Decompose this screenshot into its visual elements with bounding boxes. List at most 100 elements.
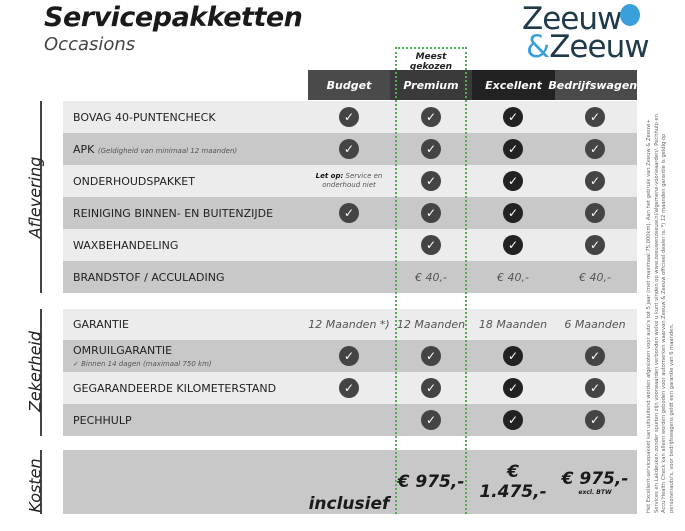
check-icon: ✓ bbox=[421, 235, 441, 255]
table-row: GEGARANDEERDE KILOMETERSTAND ✓ ✓ ✓ ✓ bbox=[63, 372, 637, 404]
cell-excellent: ✓ bbox=[472, 404, 554, 436]
table-row: GARANTIE 12 Maanden *) 12 Maanden 18 Maande… bbox=[63, 309, 637, 340]
footnote: Het Excellent-servicepakket kan uitsluit… bbox=[646, 114, 675, 513]
check-icon: ✓ bbox=[585, 171, 605, 191]
section-label-aflevering: Aflevering bbox=[25, 156, 45, 239]
cell-bedrijfswagens: 6 Maanden bbox=[554, 309, 636, 340]
row-label-text: BRANDSTOF / ACCULADING bbox=[73, 270, 225, 284]
cell-excellent: ✓ bbox=[472, 372, 554, 404]
logo-z-icon bbox=[620, 4, 640, 26]
check-icon: ✓ bbox=[503, 107, 523, 127]
check-icon: ✓ bbox=[585, 235, 605, 255]
cell-budget bbox=[308, 404, 390, 436]
column-header-bedrijfswagens: Bedrijfswagens bbox=[548, 70, 644, 100]
most-chosen-label: Meest gekozen bbox=[409, 52, 453, 72]
check-icon: ✓ bbox=[421, 410, 441, 430]
check-icon: ✓ bbox=[421, 171, 441, 191]
section-divider bbox=[40, 101, 42, 293]
cell-bedrijfswagens: ✓ bbox=[554, 229, 636, 261]
section-divider bbox=[40, 450, 42, 514]
check-icon: ✓ bbox=[585, 203, 605, 223]
check-icon: ✓ bbox=[339, 378, 359, 398]
cell-value: 12 Maanden bbox=[396, 318, 466, 331]
cell-excellent: ✓ bbox=[472, 340, 554, 372]
cell-excellent: ✓ bbox=[472, 165, 554, 197]
cell-premium: ✓ bbox=[390, 229, 472, 261]
cell-value: € 40,- bbox=[497, 270, 529, 284]
check-icon: ✓ bbox=[339, 107, 359, 127]
cell-bedrijfswagens: ✓ bbox=[554, 133, 636, 165]
table-row: ONDERHOUDSPAKKET Let op: Service en onder… bbox=[63, 165, 637, 197]
check-icon: ✓ bbox=[503, 235, 523, 255]
table-row: inclusief € 975,- € 1.475,- € 975,- excl. BT… bbox=[63, 450, 637, 514]
table-row: APK (Geldigheid van minimaal 12 maanden)… bbox=[63, 133, 637, 165]
logo: Zeeuw &Zeeuw bbox=[520, 1, 650, 64]
cell-budget: ✓ bbox=[308, 372, 390, 404]
check-icon: ✓ bbox=[421, 346, 441, 366]
check-icon: ✓ bbox=[421, 203, 441, 223]
row-label-text: PECHHULP bbox=[73, 413, 132, 427]
column-header-premium: Premium bbox=[390, 70, 472, 100]
cell-value: inclusief bbox=[308, 494, 390, 514]
cell-value: € 975,- bbox=[561, 468, 629, 489]
check-icon: ✓ bbox=[421, 378, 441, 398]
cell-bedrijfswagens: ✓ bbox=[554, 404, 636, 436]
cell-premium: ✓ bbox=[390, 197, 472, 229]
check-icon: ✓ bbox=[503, 139, 523, 159]
row-label: WAXBEHANDELING bbox=[63, 239, 308, 252]
cell-premium: ✓ bbox=[390, 404, 472, 436]
table-row: PECHHULP ✓ ✓ ✓ bbox=[63, 404, 637, 436]
price-note: excl. BTW bbox=[578, 488, 612, 496]
logo-line-1: Zeeuw bbox=[522, 1, 622, 37]
table-row: OMRUILGARANTIE ✓ Binnen 14 dagen (maximaa… bbox=[63, 340, 637, 372]
cell-premium: 12 Maanden bbox=[390, 309, 472, 340]
cell-premium: € 40,- bbox=[390, 261, 472, 293]
row-label-text: WAXBEHANDELING bbox=[73, 238, 179, 252]
cell-bedrijfswagens: ✓ bbox=[554, 197, 636, 229]
cell-excellent: ✓ bbox=[472, 197, 554, 229]
check-icon: ✓ bbox=[503, 203, 523, 223]
check-icon: ✓ bbox=[585, 139, 605, 159]
row-label-text: GARANTIE bbox=[73, 318, 129, 331]
row-label: BOVAG 40-PUNTENCHECK bbox=[63, 111, 308, 124]
cell-bedrijfswagens: ✓ bbox=[554, 340, 636, 372]
cell-bedrijfswagens: ✓ bbox=[554, 372, 636, 404]
cell-excellent: ✓ bbox=[472, 133, 554, 165]
cell-bedrijfswagens: € 40,- bbox=[554, 261, 636, 293]
row-label-text: GEGARANDEERDE KILOMETERSTAND bbox=[73, 381, 277, 395]
row-label: ONDERHOUDSPAKKET bbox=[63, 175, 308, 188]
cell-premium: ✓ bbox=[390, 340, 472, 372]
row-label-text: ONDERHOUDSPAKKET bbox=[73, 174, 195, 188]
row-label-text: BOVAG 40-PUNTENCHECK bbox=[73, 110, 216, 124]
check-icon: ✓ bbox=[339, 203, 359, 223]
note-text: Service en onderhoud niet bbox=[322, 171, 383, 189]
cell-budget: 12 Maanden *) bbox=[308, 309, 390, 340]
cell-value: € 40,- bbox=[579, 270, 611, 284]
cell-premium: ✓ bbox=[390, 101, 472, 133]
check-icon: ✓ bbox=[585, 410, 605, 430]
cell-budget: ✓ bbox=[308, 101, 390, 133]
page-title: Servicepakketten bbox=[44, 2, 303, 33]
row-sublabel: (Geldigheid van minimaal 12 maanden) bbox=[97, 146, 238, 155]
check-icon: ✓ bbox=[503, 410, 523, 430]
cell-excellent: ✓ bbox=[472, 229, 554, 261]
cell-budget bbox=[308, 261, 390, 293]
row-label: GEGARANDEERDE KILOMETERSTAND bbox=[63, 382, 308, 395]
table-row: BOVAG 40-PUNTENCHECK ✓ ✓ ✓ ✓ bbox=[63, 101, 637, 133]
row-label-text: REINIGING BINNEN- EN BUITENZIJDE bbox=[73, 206, 274, 220]
row-sublabel: ✓ Binnen 14 dagen (maximaal 750 km) bbox=[73, 360, 212, 368]
cell-value: 12 Maanden *) bbox=[308, 318, 390, 331]
check-icon: ✓ bbox=[585, 378, 605, 398]
check-icon: ✓ bbox=[503, 171, 523, 191]
check-icon: ✓ bbox=[339, 139, 359, 159]
check-icon: ✓ bbox=[421, 139, 441, 159]
check-icon: ✓ bbox=[503, 378, 523, 398]
row-label: OMRUILGARANTIE ✓ Binnen 14 dagen (maximaa… bbox=[63, 344, 308, 368]
cell-budget: ✓ bbox=[308, 197, 390, 229]
cell-budget: inclusief bbox=[308, 450, 390, 514]
check-icon: ✓ bbox=[503, 346, 523, 366]
note-bold: Let op: bbox=[315, 171, 344, 180]
cell-value: € 1.475,- bbox=[479, 462, 547, 502]
section-divider bbox=[40, 309, 42, 436]
row-label: PECHHULP bbox=[63, 414, 308, 427]
